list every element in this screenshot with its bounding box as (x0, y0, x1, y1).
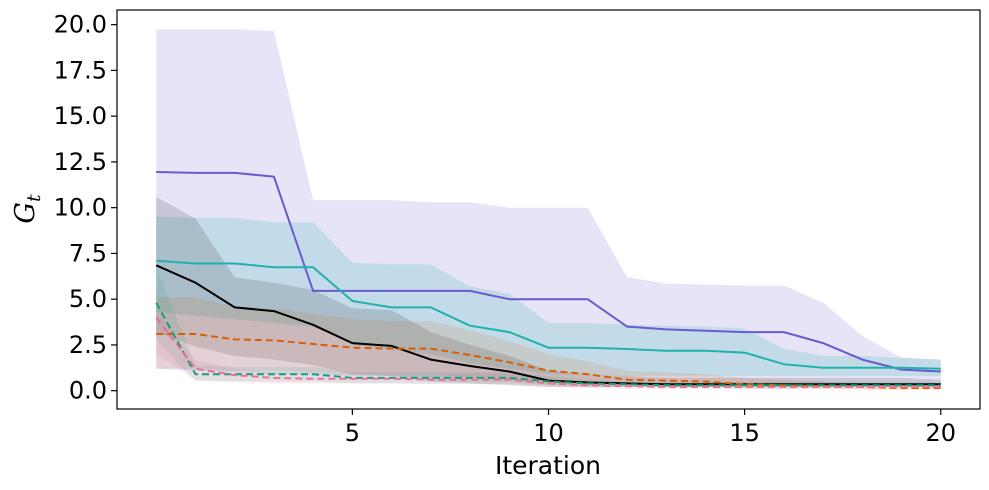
line-pink-dashed (155, 316, 941, 388)
x-axis-label: Iteration (495, 451, 601, 480)
x-tick-label: 10 (533, 419, 564, 447)
series-lines (155, 171, 941, 389)
y-axis-label: Gt (10, 194, 45, 224)
y-tick-label: 15.0 (54, 102, 107, 130)
x-tick-label: 20 (925, 419, 956, 447)
band-slateblue-solid (156, 29, 941, 384)
confidence-bands (156, 29, 941, 390)
band-lightseagreen-solid (156, 216, 941, 377)
y-tick-label: 5.0 (69, 285, 107, 313)
band-black-solid (156, 196, 941, 387)
band-orange-dashed (156, 297, 941, 390)
y-tick-label: 20.0 (54, 11, 107, 39)
y-axis-label-main: G (10, 202, 41, 224)
y-axis-ticks: 0.0 2.5 5.0 7.5 10.0 12.5 15.0 17.5 20.0 (54, 11, 117, 405)
y-axis-label-subscript: t (23, 194, 45, 202)
y-tick-label: 12.5 (54, 148, 107, 176)
y-tick-label: 7.5 (69, 239, 107, 267)
x-tick-label: 15 (729, 419, 760, 447)
line-lightseagreen-solid (156, 259, 941, 370)
y-tick-label: 17.5 (54, 56, 107, 84)
x-tick-label: 5 (345, 419, 360, 447)
y-tick-label: 0.0 (69, 377, 107, 405)
y-tick-label: 10.0 (54, 194, 107, 222)
svg-text:Gt: Gt (10, 194, 45, 224)
line-teal-dashed (155, 302, 941, 387)
line-slateblue-solid (156, 171, 941, 373)
y-tick-label: 2.5 (69, 331, 107, 359)
x-axis-ticks: 5 10 15 20 (345, 409, 956, 447)
band-pink-dashed (156, 312, 941, 389)
